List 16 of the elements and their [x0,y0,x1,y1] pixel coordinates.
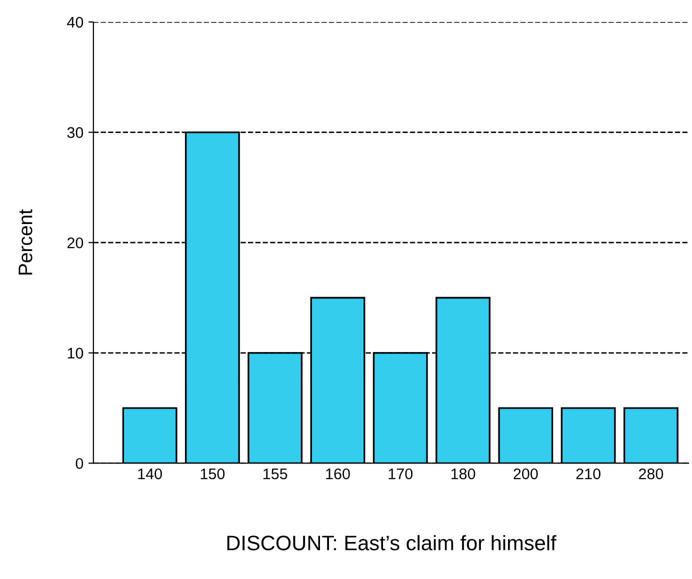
y-tick-label: 0 [76,458,84,469]
y-tick-label: 30 [67,127,84,138]
x-tick-label: 160 [326,468,350,480]
y-tick-label: 40 [67,16,84,28]
x-tick-label: 140 [138,468,162,480]
x-tick-label: 155 [264,468,288,480]
x-tick-label: 180 [451,468,476,480]
y-tick-label: 20 [67,237,84,248]
x-tick-label: 280 [638,468,664,480]
x-tick-label: 210 [576,468,600,480]
y-axis-title: Percent [18,209,32,275]
x-tick-label: 200 [514,468,538,480]
x-tick-label: 150 [200,468,225,480]
x-tick-label: 170 [388,468,413,480]
y-tick-label: 10 [68,348,84,359]
x-axis-title: DISCOUNT: East’s claim for himself [227,535,556,550]
